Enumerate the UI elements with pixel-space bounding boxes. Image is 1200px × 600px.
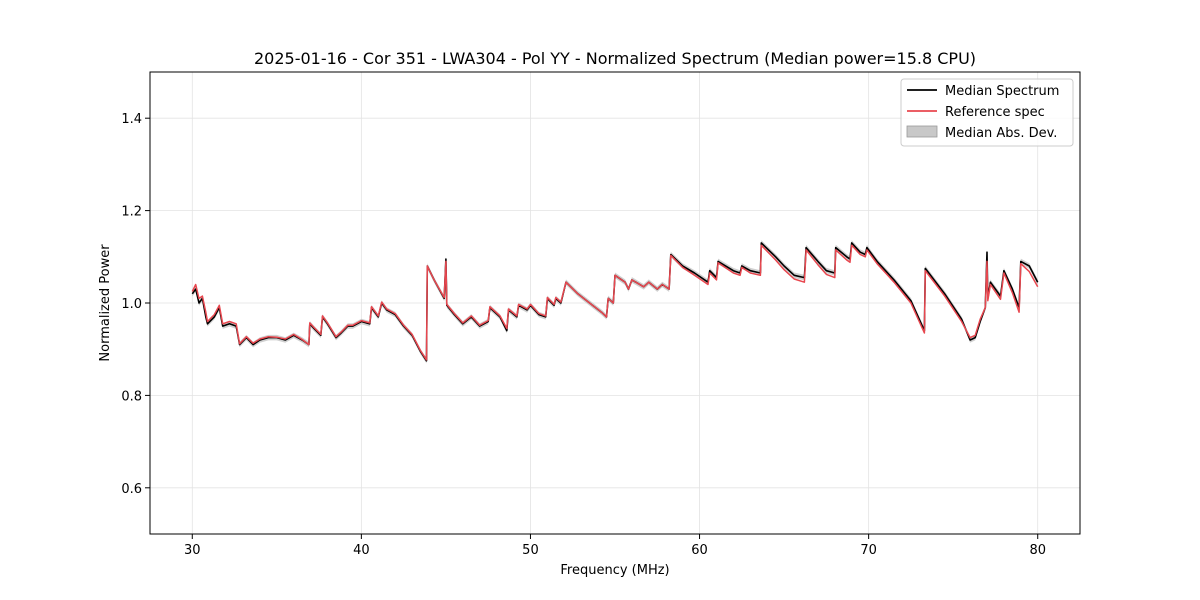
legend-median-label: Median Spectrum (945, 84, 1059, 99)
legend: Median Spectrum Reference spec Median Ab… (900, 78, 1074, 147)
legend-box (900, 78, 1074, 147)
y-tick-label: 0.8 (121, 389, 142, 404)
y-tick-label: 1.0 (121, 297, 142, 312)
x-tick-label: 30 (184, 543, 201, 558)
y-axis-ticks: 0.6 0.8 1.0 1.2 1.4 (121, 112, 150, 497)
x-tick-label: 70 (860, 543, 877, 558)
chart-title: 2025-01-16 - Cor 351 - LWA304 - Pol YY -… (254, 49, 976, 68)
y-axis-label: Normalized Power (98, 244, 113, 362)
x-tick-label: 50 (522, 543, 539, 558)
x-axis-ticks: 30 40 50 60 70 80 (184, 534, 1046, 558)
x-tick-label: 40 (353, 543, 370, 558)
x-axis-label: Frequency (MHz) (560, 563, 669, 578)
reference-spec-line (191, 244, 1039, 361)
legend-mad-label: Median Abs. Dev. (945, 126, 1057, 141)
x-tick-label: 80 (1029, 543, 1046, 558)
y-tick-label: 1.4 (121, 112, 142, 127)
y-tick-label: 0.6 (121, 482, 142, 497)
legend-mad-patch-swatch (906, 125, 938, 138)
y-tick-label: 1.2 (121, 205, 142, 220)
plot-area (191, 240, 1039, 364)
legend-reference-label: Reference spec (945, 105, 1045, 120)
x-tick-label: 60 (691, 543, 708, 558)
